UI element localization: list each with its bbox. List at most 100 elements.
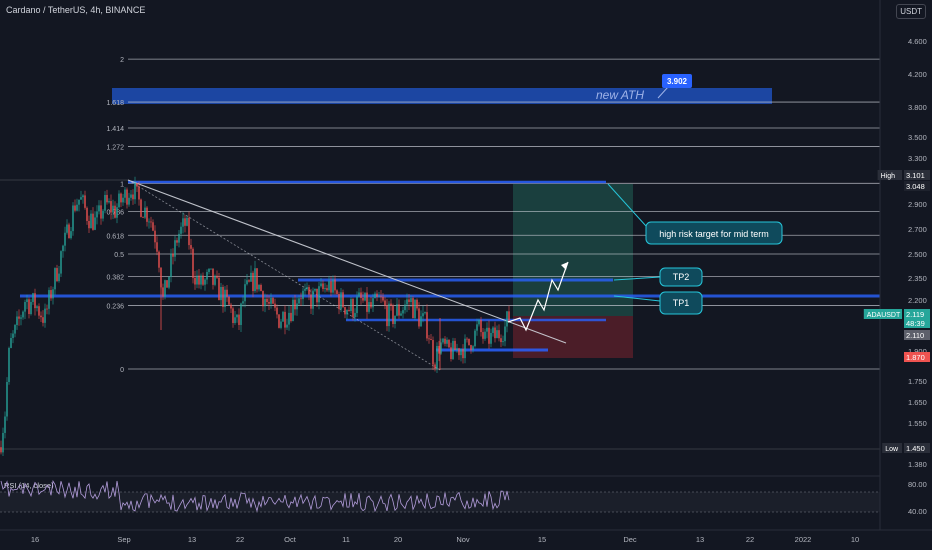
candle-body [240, 303, 242, 325]
candle-body [394, 315, 396, 324]
candle-body [36, 306, 38, 309]
candle-body [362, 297, 364, 301]
candle-body [254, 268, 256, 292]
candle-body [456, 348, 458, 351]
price-tick-label: 2.350 [908, 274, 927, 283]
candle-body [434, 364, 436, 369]
candle-body [76, 204, 78, 211]
callout-pointer [607, 183, 647, 227]
candle-body [34, 293, 36, 309]
price-tick-label: 3.300 [908, 154, 927, 163]
price-tick-label: 1.900 [908, 347, 927, 356]
candle-body [406, 299, 408, 305]
candle-body [348, 309, 350, 312]
candle-body [54, 268, 56, 290]
currency-button[interactable]: USDT [896, 4, 926, 19]
candle-body [428, 338, 430, 340]
price-label-box [904, 443, 930, 453]
candle-body [70, 231, 72, 239]
candle-body [482, 332, 484, 339]
candle-body [484, 331, 486, 339]
candle-body [286, 324, 288, 328]
candle-body [200, 275, 202, 285]
candle-body [234, 317, 236, 324]
candle-body [420, 316, 422, 327]
price-label-box [904, 318, 930, 328]
candle-body [260, 284, 262, 292]
candle-body [508, 311, 510, 322]
candle-body [198, 275, 200, 285]
fib-level-label: 1 [120, 181, 124, 188]
candle-body [146, 207, 148, 222]
price-tick-label: 2.900 [908, 200, 927, 209]
price-label-value: 3.048 [906, 182, 925, 191]
candle-body [500, 338, 502, 343]
candle-body [14, 324, 16, 334]
candle-body [210, 268, 212, 270]
candle-body [460, 348, 462, 356]
candle-body [318, 286, 320, 303]
candle-body [278, 314, 280, 328]
candle-body [192, 248, 194, 278]
rsi-tick-label: 80.00 [908, 480, 927, 489]
time-tick-label: 22 [746, 535, 754, 544]
candle-body [502, 341, 504, 343]
candle-body [24, 302, 26, 312]
candle-body [344, 307, 346, 315]
candle-body [168, 276, 170, 288]
candle-body [32, 293, 34, 302]
candle-body [228, 296, 230, 305]
candle-body [60, 251, 62, 274]
candle-body [118, 193, 120, 208]
candle-body [412, 298, 414, 319]
tp1-box [659, 291, 703, 315]
candle-body [104, 194, 106, 211]
price-label-box [904, 352, 930, 362]
candle-body [246, 280, 248, 285]
candle-body [442, 338, 444, 343]
candle-body [144, 207, 146, 218]
candle-body [326, 288, 328, 291]
candle-body [354, 313, 356, 318]
candle-body [64, 232, 66, 246]
candle-body [158, 251, 160, 268]
candle-body [398, 304, 400, 316]
candle-body [170, 253, 172, 277]
candle-body [306, 287, 308, 290]
callout-box [645, 221, 783, 245]
candle-body [300, 298, 302, 300]
price-label-box [904, 330, 930, 340]
time-tick-label: Nov [456, 535, 470, 544]
candle-body [494, 327, 496, 339]
candle-body [156, 242, 158, 252]
candle-body [122, 197, 124, 203]
callout-text: high risk target for mid term [659, 229, 769, 239]
candle-body [274, 303, 276, 308]
candle-body [38, 306, 40, 316]
candle-body [388, 303, 390, 327]
candle-body [80, 197, 82, 200]
candle-body [468, 338, 470, 346]
candle-body [82, 195, 84, 198]
candle-body [356, 296, 358, 314]
candle-body [132, 194, 134, 200]
rsi-label: RSI (14, close) [4, 481, 54, 490]
candle-body [450, 347, 452, 360]
candle-body [230, 304, 232, 309]
candle-body [214, 275, 216, 285]
candle-body [128, 197, 130, 205]
candle-body [184, 218, 186, 226]
candle-body [350, 299, 352, 312]
candle-body [186, 217, 188, 226]
candle-body [94, 217, 96, 230]
candle-body [108, 201, 110, 203]
candle-body [390, 303, 392, 306]
projection-path [507, 261, 569, 332]
time-tick-label: 15 [538, 535, 546, 544]
candle-body [370, 302, 372, 308]
candle-body [470, 345, 472, 351]
candle-body [268, 302, 270, 304]
candle-body [338, 293, 340, 310]
price-label-value: 1.450 [906, 444, 925, 453]
